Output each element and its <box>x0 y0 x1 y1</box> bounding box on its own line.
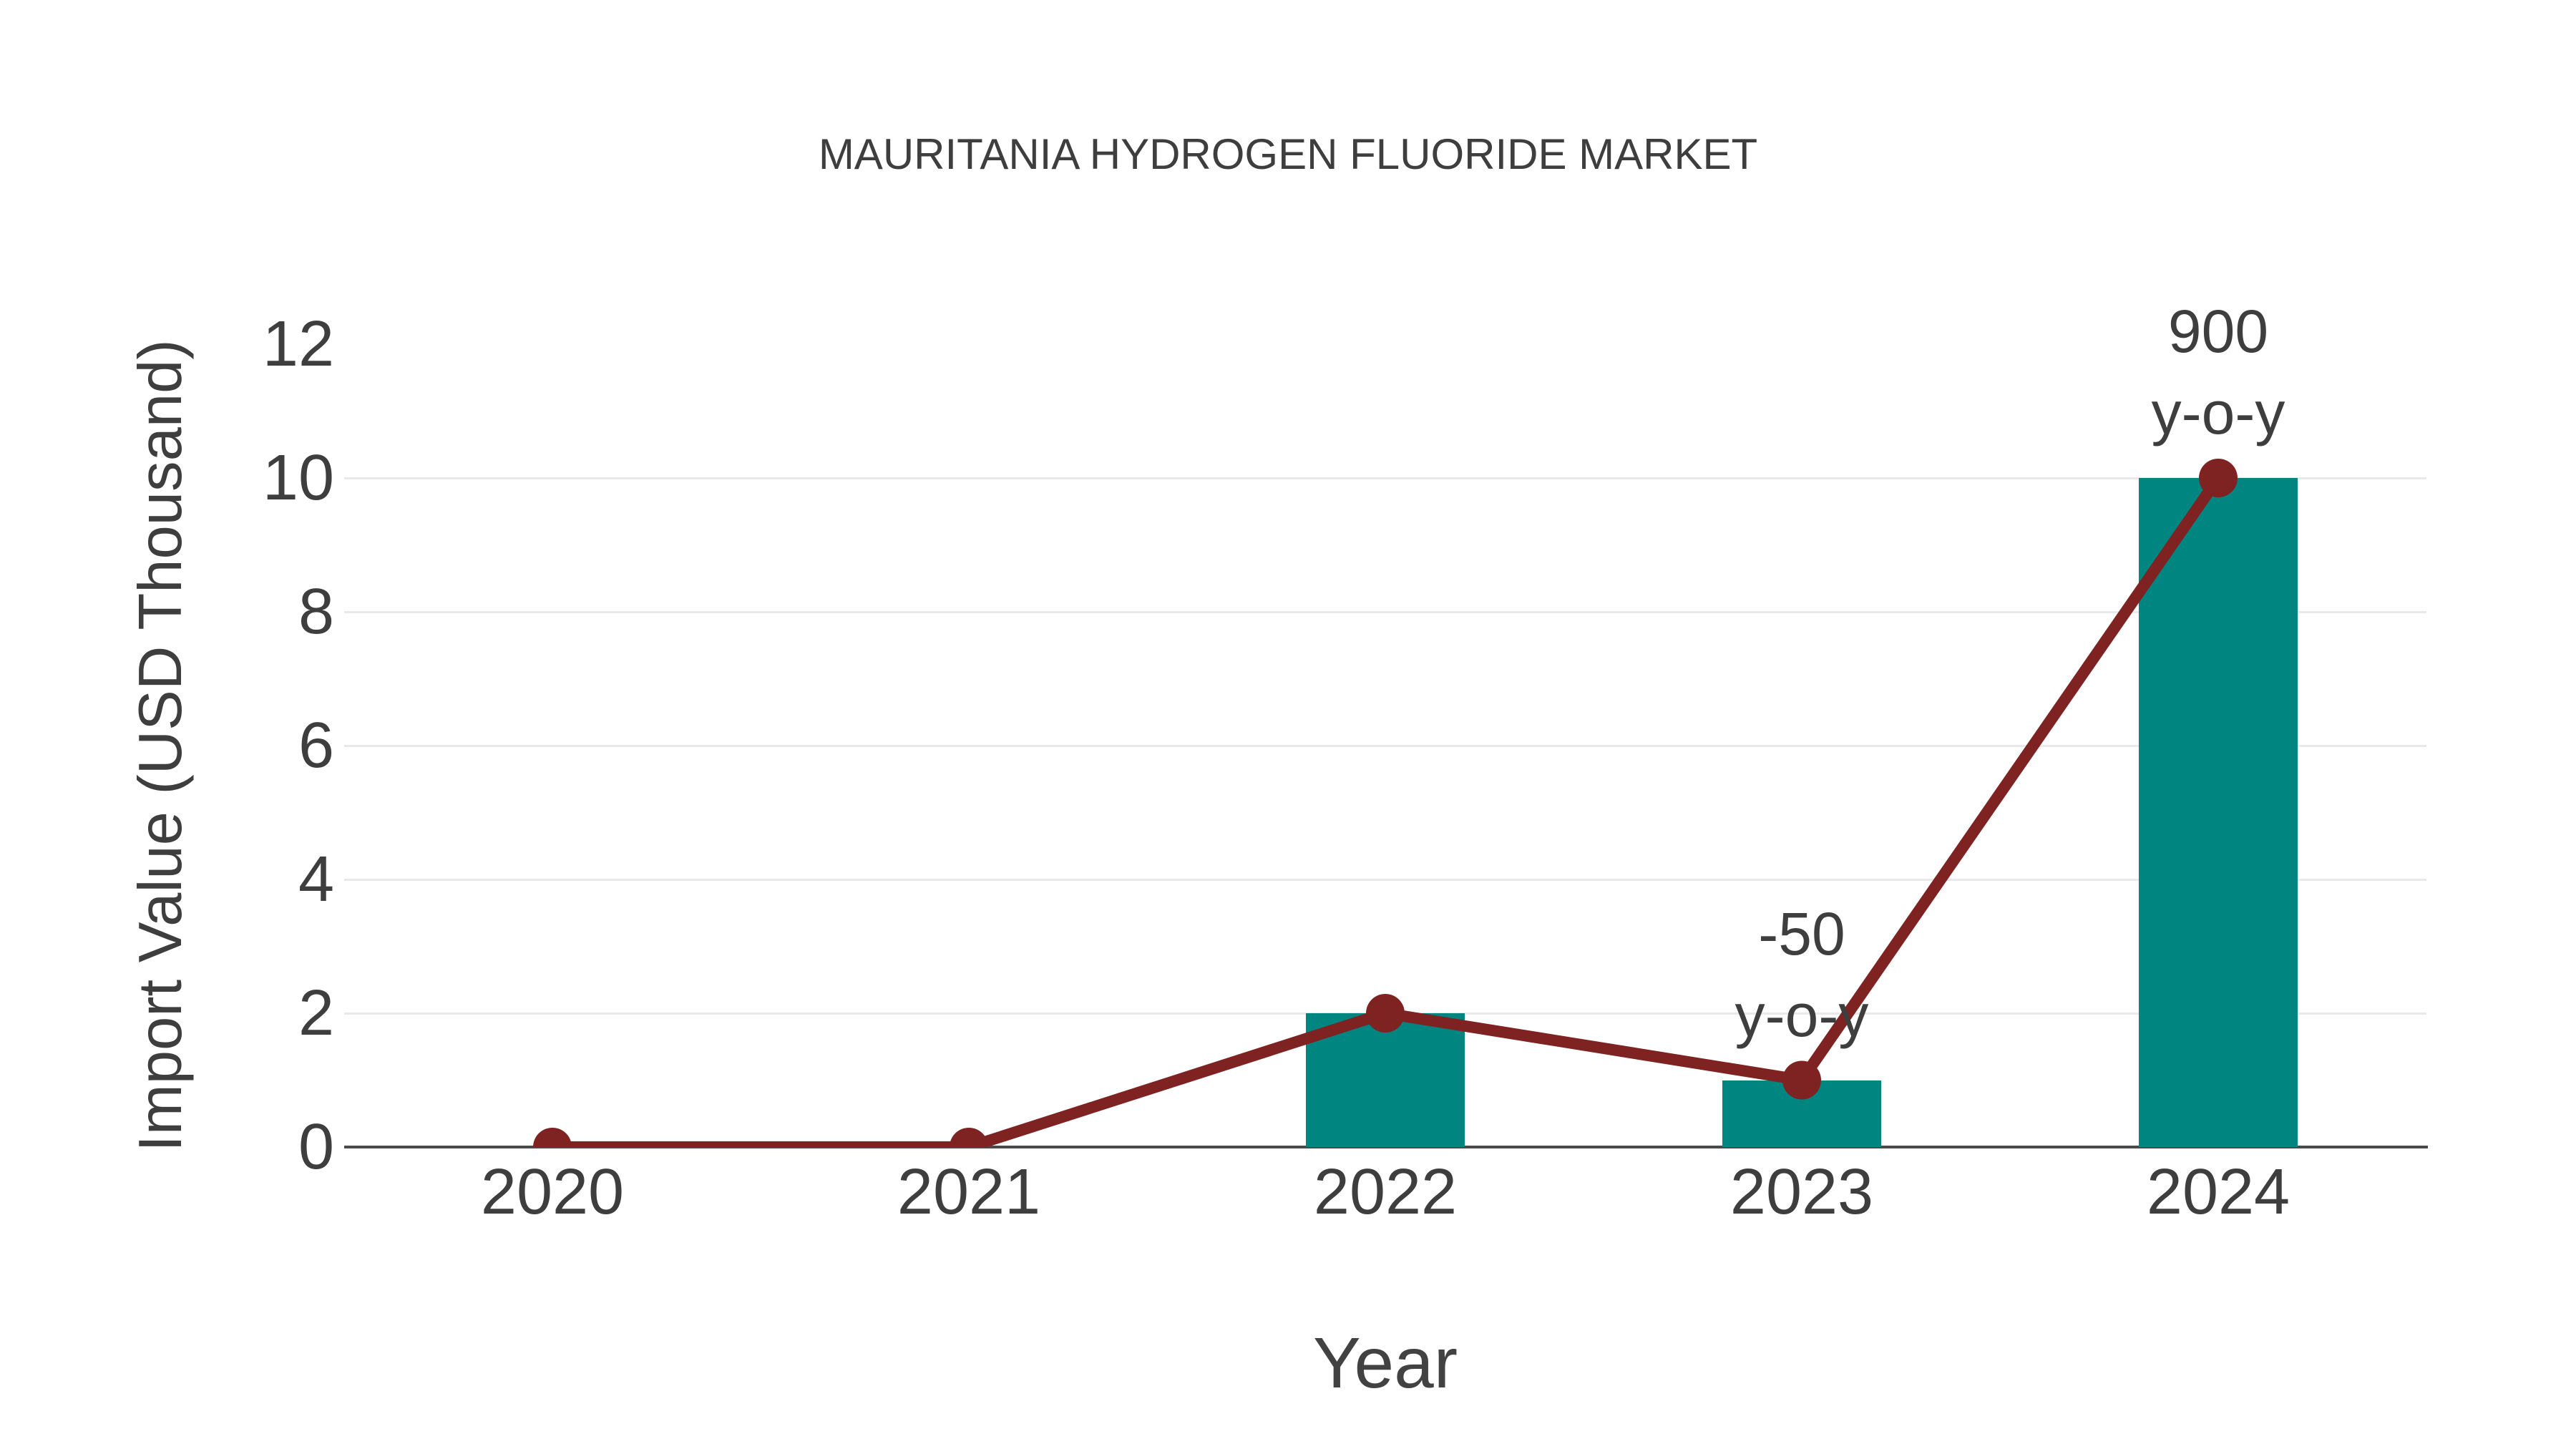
y-tick-label-10: 10 <box>262 442 334 514</box>
data-point-marker-2021 <box>950 1128 988 1147</box>
annotation-suffix: y-o-y <box>2151 379 2285 447</box>
data-point-marker-2020 <box>533 1128 572 1147</box>
y-tick-label-8: 8 <box>298 576 334 648</box>
data-point-marker-2024 <box>2199 459 2238 497</box>
y-tick-label-12: 12 <box>262 308 334 380</box>
x-tick-label-2020: 2020 <box>480 1156 625 1228</box>
x-tick-label-2024: 2024 <box>2146 1156 2290 1228</box>
x-axis-title: Year <box>1312 1323 1458 1403</box>
trend-line-layer <box>533 459 2238 1147</box>
data-point-marker-2023 <box>1782 1060 1821 1100</box>
plot-area <box>344 344 2426 1147</box>
trend-line <box>552 474 2223 1147</box>
x-tick-label-2022: 2022 <box>1313 1156 1458 1228</box>
y-tick-label-6: 6 <box>298 710 334 781</box>
y-tick-label-0: 0 <box>298 1111 334 1183</box>
bar-2024 <box>2139 478 2298 1147</box>
gridline-10 <box>344 477 2426 479</box>
annotation-2024: 900 y-o-y <box>2152 291 2285 454</box>
x-axis-line <box>344 1146 2428 1148</box>
data-point-marker-2022 <box>1366 994 1405 1033</box>
gridline-8 <box>344 610 2426 613</box>
y-tick-label-2: 2 <box>298 977 334 1049</box>
x-tick-label-2023: 2023 <box>1729 1156 1874 1228</box>
x-tick-label-2021: 2021 <box>897 1156 1041 1228</box>
gridline-6 <box>344 744 2426 747</box>
y-tick-label-4: 4 <box>298 844 334 915</box>
chart-title: MAURITANIA HYDROGEN FLUORIDE MARKET <box>818 130 1758 178</box>
gridline-4 <box>344 878 2426 881</box>
annotation-2023: -50 y-o-y <box>1735 893 1869 1056</box>
annotation-suffix: y-o-y <box>1735 981 1869 1049</box>
annotation-value: 900 <box>2167 298 2269 365</box>
annotation-value: -50 <box>1758 899 1845 967</box>
